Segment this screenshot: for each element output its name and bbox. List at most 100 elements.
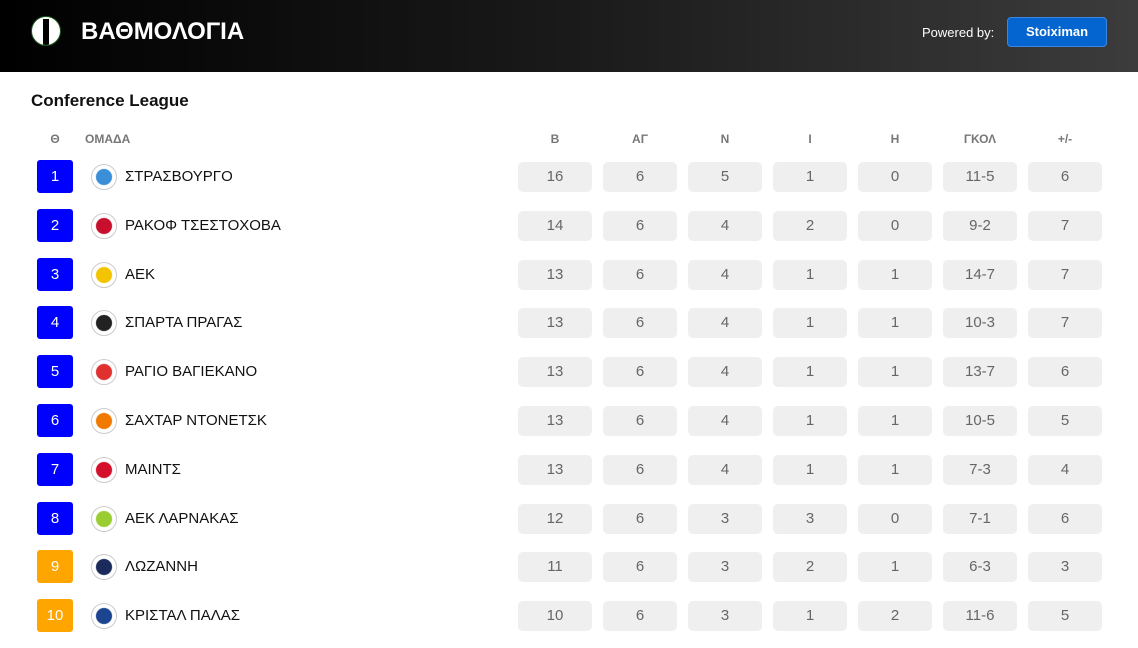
team-crest-icon: [91, 310, 117, 337]
stat-cell: 1: [858, 259, 932, 290]
stat-cell: 2: [773, 210, 847, 241]
stat-cell: 7-3: [943, 454, 1017, 485]
stat-cell: 6: [603, 503, 677, 534]
stat-cell: 6: [603, 552, 677, 583]
stat-cell: 11-6: [943, 601, 1017, 632]
col-header-stat: Ν: [720, 132, 730, 146]
team-name[interactable]: ΣΠΑΡΤΑ ΠΡΑΓΑΣ: [125, 314, 243, 332]
stat-cell: 1: [858, 308, 932, 339]
team-crest-icon: [91, 456, 117, 483]
stat-cell: 6: [603, 259, 677, 290]
team-name[interactable]: ΜΑΙΝΤΣ: [125, 460, 181, 478]
stat-cell: 16: [518, 162, 592, 192]
position-badge: 7: [37, 452, 73, 486]
stat-cell: 7: [1028, 259, 1102, 290]
stat-cell: 6: [603, 162, 677, 192]
position-badge: 8: [37, 501, 73, 535]
table-row[interactable]: 5 ΡΑΓΙΟ ΒΑΓΙΕΚΑΝΟ 13 6 4 1 1 13-7 6: [0, 355, 1138, 404]
stat-cell: 5: [688, 162, 762, 192]
stat-cell: 1: [773, 308, 847, 339]
team-name[interactable]: ΣΤΡΑΣΒΟΥΡΓΟ: [125, 168, 233, 185]
stat-cell: 2: [858, 601, 932, 632]
team-name[interactable]: ΣΑΧΤΑΡ ΝΤΟΝΕΤΣΚ: [125, 412, 267, 429]
stat-cell: 10-5: [943, 406, 1017, 436]
stat-cell: 1: [858, 552, 932, 583]
stat-cell: 6: [603, 454, 677, 485]
stat-cell: 3: [1028, 552, 1102, 583]
team-crest-icon: [91, 408, 117, 434]
table-row[interactable]: 7 ΜΑΙΝΤΣ 13 6 4 1 1 7-3 4: [0, 452, 1138, 502]
table-row[interactable]: 2 ΡΑΚΟΦ ΤΣΕΣΤΟΧΟΒΑ 14 6 4 2 0 9-2 7: [0, 208, 1138, 258]
team-crest-icon: [91, 554, 117, 581]
team-crest-icon: [91, 359, 117, 386]
stat-cell: 13: [518, 357, 592, 388]
team-name[interactable]: ΚΡΙΣΤΑΛ ΠΑΛΑΣ: [125, 607, 240, 625]
stat-cell: 7: [1028, 210, 1102, 241]
col-header-pos: Θ: [50, 132, 60, 146]
header: ΒΑΘΜΟΛΟΓΙΑ Powered by: Stoiximan: [0, 0, 1138, 72]
team-crest-icon: [91, 505, 117, 532]
stat-cell: 13-7: [943, 357, 1017, 388]
stat-cell: 13: [518, 308, 592, 339]
powered-by-label: Powered by:: [922, 25, 995, 40]
stat-cell: 3: [688, 601, 762, 632]
stat-cell: 14-7: [943, 259, 1017, 290]
league-title: Conference League: [31, 91, 189, 110]
col-header-stat: +/-: [1057, 132, 1073, 146]
conference-league-logo: [31, 16, 61, 46]
table-row[interactable]: 9 ΛΩΖΑΝΝΗ 11 6 3 2 1 6-3 3: [0, 550, 1138, 599]
stat-cell: 6: [1028, 357, 1102, 388]
col-header-stat: ΓΚΟΛ: [963, 132, 997, 146]
stat-cell: 1: [858, 454, 932, 485]
page-title: ΒΑΘΜΟΛΟΓΙΑ: [81, 18, 245, 45]
team-name[interactable]: ΑΕΚ: [125, 265, 156, 283]
stat-cell: 4: [688, 406, 762, 436]
team-name[interactable]: ΡΑΚΟΦ ΤΣΕΣΤΟΧΟΒΑ: [125, 216, 281, 234]
stat-cell: 13: [518, 454, 592, 485]
stat-cell: 4: [688, 308, 762, 339]
stat-cell: 7: [1028, 308, 1102, 339]
position-badge: 6: [37, 404, 73, 437]
stat-cell: 1: [773, 601, 847, 632]
stoiximan-button[interactable]: Stoiximan: [1007, 17, 1107, 47]
table-row[interactable]: 1 ΣΤΡΑΣΒΟΥΡΓΟ 16 6 5 1 0 11-5 6: [0, 160, 1138, 209]
stat-cell: 6: [603, 357, 677, 388]
team-crest-icon: [91, 164, 117, 190]
stat-cell: 12: [518, 503, 592, 534]
stat-cell: 10: [518, 601, 592, 632]
stat-cell: 9-2: [943, 210, 1017, 241]
position-badge: 5: [37, 355, 73, 389]
position-badge: 1: [37, 160, 73, 193]
stat-cell: 2: [773, 552, 847, 583]
stat-cell: 6: [603, 210, 677, 241]
stat-cell: 1: [773, 259, 847, 290]
position-badge: 9: [37, 550, 73, 584]
stat-cell: 11-5: [943, 162, 1017, 192]
team-name[interactable]: ΑΕΚ ΛΑΡΝΑΚΑΣ: [125, 509, 239, 527]
stat-cell: 7-1: [943, 503, 1017, 534]
stat-cell: 1: [773, 454, 847, 485]
stat-cell: 6: [603, 601, 677, 632]
position-badge: 2: [37, 208, 73, 242]
stat-cell: 4: [688, 259, 762, 290]
table-row[interactable]: 10 ΚΡΙΣΤΑΛ ΠΑΛΑΣ 10 6 3 1 2 11-6 5: [0, 599, 1138, 648]
stat-cell: 6-3: [943, 552, 1017, 583]
stat-cell: 10-3: [943, 308, 1017, 339]
table-row[interactable]: 6 ΣΑΧΤΑΡ ΝΤΟΝΕΤΣΚ 13 6 4 1 1 10-5 5: [0, 404, 1138, 453]
table-row[interactable]: 4 ΣΠΑΡΤΑ ΠΡΑΓΑΣ 13 6 4 1 1 10-3 7: [0, 306, 1138, 355]
col-header-team: ΟΜΑΔΑ: [85, 132, 131, 146]
stat-cell: 6: [603, 406, 677, 436]
team-name[interactable]: ΡΑΓΙΟ ΒΑΓΙΕΚΑΝΟ: [125, 363, 258, 381]
position-badge: 4: [37, 306, 73, 340]
team-crest-icon: [91, 603, 117, 630]
stat-cell: 0: [858, 210, 932, 241]
table-row[interactable]: 3 ΑΕΚ 13 6 4 1 1 14-7 7: [0, 257, 1138, 307]
position-badge: 10: [37, 599, 73, 633]
stat-cell: 3: [688, 552, 762, 583]
stat-cell: 3: [688, 503, 762, 534]
team-crest-icon: [91, 212, 117, 239]
stat-cell: 1: [858, 406, 932, 436]
table-row[interactable]: 8 ΑΕΚ ΛΑΡΝΑΚΑΣ 12 6 3 3 0 7-1 6: [0, 501, 1138, 551]
stat-cell: 4: [688, 210, 762, 241]
team-name[interactable]: ΛΩΖΑΝΝΗ: [125, 558, 198, 576]
